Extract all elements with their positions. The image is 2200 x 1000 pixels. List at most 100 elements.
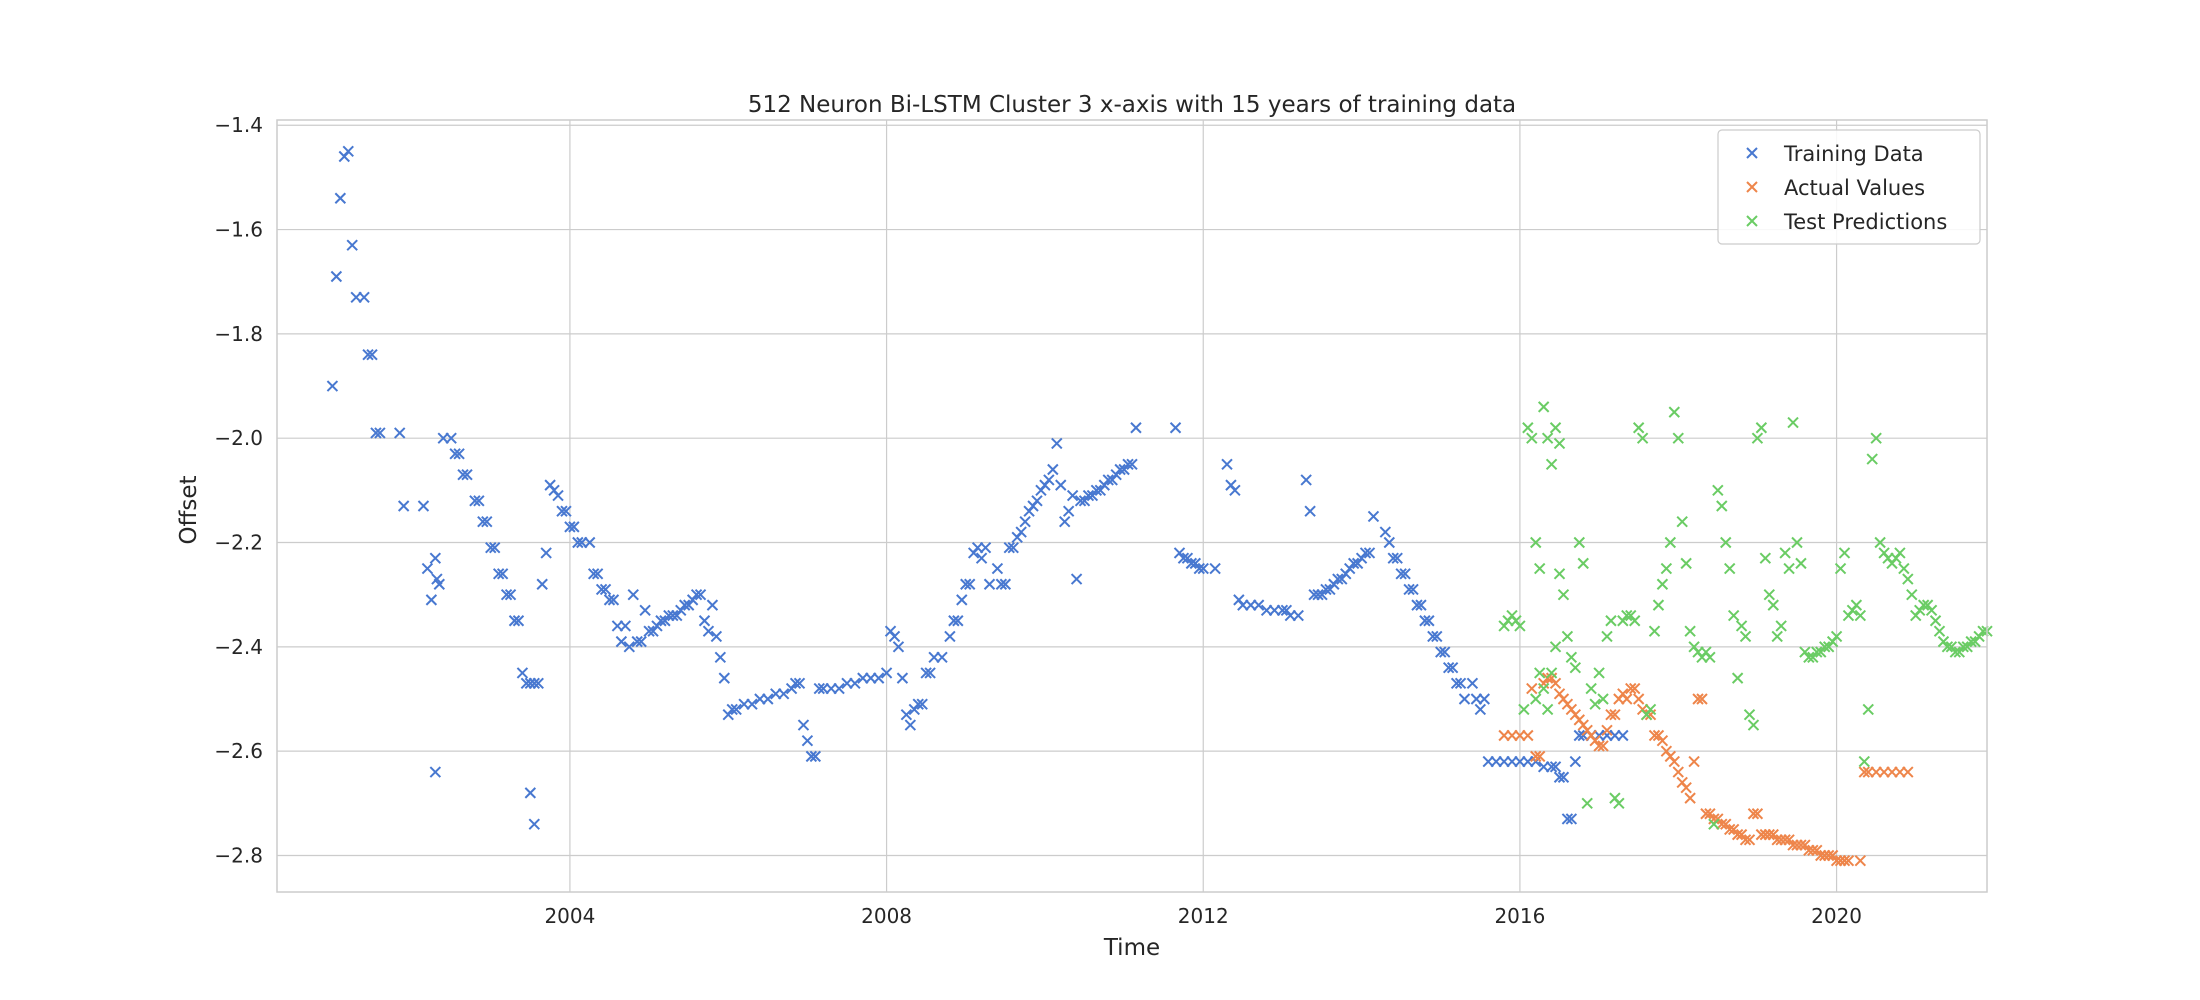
data-point bbox=[603, 594, 616, 606]
data-point bbox=[1569, 661, 1582, 674]
data-point bbox=[469, 495, 481, 507]
data-point bbox=[995, 578, 1008, 590]
data-point bbox=[461, 468, 473, 481]
data-point bbox=[1906, 588, 1918, 601]
data-point bbox=[532, 677, 544, 690]
data-point bbox=[702, 625, 715, 637]
data-point bbox=[1811, 646, 1823, 658]
legend-label: Test Predictions bbox=[1783, 210, 1947, 234]
data-point bbox=[655, 615, 667, 627]
data-point bbox=[1680, 781, 1692, 794]
data-point bbox=[690, 588, 703, 601]
data-point bbox=[1553, 568, 1566, 580]
data-point bbox=[1534, 562, 1546, 575]
data-point bbox=[1530, 536, 1542, 549]
data-point bbox=[1082, 489, 1095, 502]
data-point bbox=[746, 698, 758, 710]
data-point bbox=[512, 615, 525, 627]
data-point bbox=[1514, 620, 1526, 632]
data-point bbox=[552, 489, 564, 502]
data-point bbox=[1763, 828, 1775, 841]
data-point bbox=[591, 568, 604, 580]
data-point bbox=[896, 672, 909, 684]
data-point bbox=[872, 672, 885, 684]
data-point bbox=[1601, 724, 1613, 737]
data-point bbox=[1534, 750, 1546, 763]
data-point bbox=[1431, 630, 1443, 643]
data-point bbox=[615, 635, 628, 648]
data-point bbox=[1454, 677, 1467, 690]
data-point bbox=[1601, 630, 1613, 643]
data-point bbox=[1605, 615, 1617, 627]
data-point bbox=[1795, 557, 1807, 570]
data-point bbox=[1545, 761, 1558, 773]
data-point bbox=[1530, 750, 1542, 763]
data-point bbox=[330, 270, 343, 283]
data-point bbox=[1613, 797, 1625, 810]
data-point bbox=[1391, 552, 1403, 564]
data-point bbox=[623, 641, 635, 653]
data-point bbox=[833, 682, 845, 695]
data-point bbox=[1747, 719, 1760, 731]
data-point bbox=[1312, 588, 1324, 601]
data-point bbox=[635, 635, 647, 648]
data-point bbox=[1617, 729, 1629, 742]
data-point bbox=[587, 568, 600, 580]
data-point bbox=[453, 448, 465, 460]
data-point bbox=[1783, 562, 1795, 575]
x-tick-label: 2004 bbox=[544, 904, 595, 928]
legend-marker bbox=[1746, 215, 1758, 227]
data-point bbox=[667, 609, 679, 622]
data-point bbox=[1743, 708, 1756, 721]
data-point bbox=[1692, 693, 1704, 705]
data-point bbox=[599, 583, 612, 596]
data-point bbox=[326, 380, 339, 392]
data-point bbox=[1731, 672, 1744, 684]
data-point bbox=[429, 552, 442, 564]
data-point bbox=[1537, 401, 1550, 413]
data-point bbox=[1062, 505, 1075, 517]
data-point bbox=[1894, 547, 1906, 559]
data-point bbox=[1704, 651, 1716, 663]
data-point bbox=[528, 677, 540, 690]
legend-box bbox=[1717, 129, 1981, 245]
data-point bbox=[1648, 729, 1661, 742]
data-point bbox=[1427, 630, 1439, 643]
data-point bbox=[1419, 615, 1431, 627]
data-point bbox=[991, 562, 1004, 575]
data-point bbox=[983, 578, 996, 590]
y-tick-label: −1.4 bbox=[214, 113, 263, 137]
data-point bbox=[1672, 766, 1684, 778]
data-point bbox=[1700, 808, 1712, 820]
data-point bbox=[607, 594, 620, 606]
data-point bbox=[1059, 515, 1071, 528]
data-point bbox=[900, 708, 913, 721]
plot-frame bbox=[276, 119, 1988, 893]
data-point bbox=[1015, 526, 1027, 538]
data-point bbox=[1597, 693, 1609, 705]
data-point bbox=[1759, 552, 1772, 564]
data-point bbox=[1043, 474, 1055, 486]
data-point bbox=[1755, 422, 1768, 434]
data-point bbox=[496, 568, 509, 580]
data-point bbox=[694, 588, 707, 601]
data-point bbox=[445, 432, 457, 444]
data-point bbox=[1819, 641, 1831, 653]
data-point bbox=[1304, 505, 1316, 517]
data-point bbox=[1537, 682, 1550, 695]
data-point bbox=[421, 562, 434, 575]
data-point bbox=[1522, 422, 1534, 434]
data-point bbox=[1874, 536, 1886, 549]
data-point bbox=[1898, 562, 1910, 575]
data-point bbox=[1541, 432, 1554, 444]
data-point bbox=[1051, 437, 1063, 450]
data-point bbox=[1795, 839, 1807, 851]
data-point bbox=[425, 594, 438, 606]
data-point bbox=[912, 698, 924, 710]
legend-marker bbox=[1746, 147, 1758, 159]
data-point bbox=[1854, 609, 1867, 622]
x-axis-label: Time bbox=[1103, 935, 1160, 961]
data-point bbox=[1549, 677, 1562, 690]
data-point bbox=[1747, 808, 1760, 820]
data-point bbox=[1743, 834, 1756, 846]
